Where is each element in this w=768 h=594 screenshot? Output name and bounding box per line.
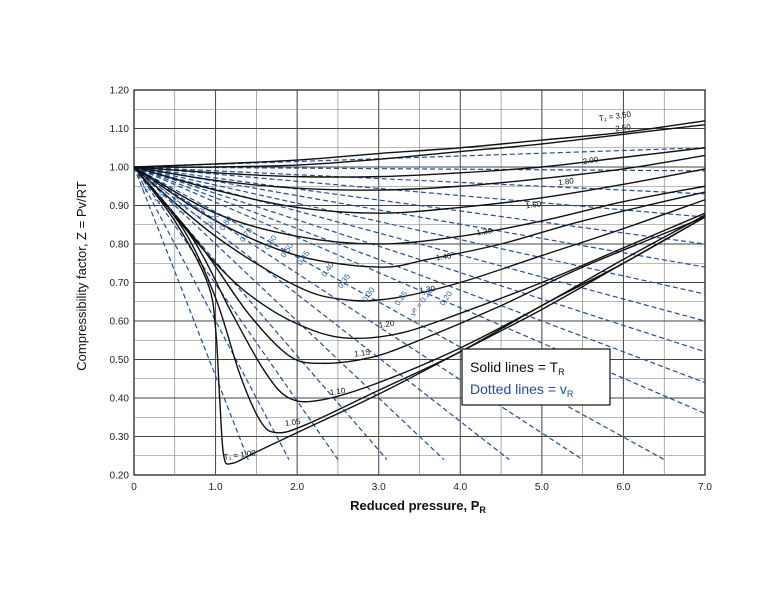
y-axis-title: Compressibility factor, Z = Pv/RT	[74, 181, 89, 370]
y-tick-label: 1.20	[110, 86, 130, 97]
tr-label: 1.10	[329, 386, 346, 397]
tr-label: 1.60	[525, 199, 542, 210]
y-tick-label: 0.90	[110, 201, 130, 212]
tr-curve	[133, 147, 706, 178]
x-axis-title: Reduced pressure, PR	[350, 498, 486, 515]
tick-labels: 0 1.0 2.0 3.0 4.0 5.0 6.0 7.0 0.20 0.30 0.40 0.50 0.…	[110, 86, 713, 494]
y-tick-label: 1.10	[110, 124, 130, 135]
y-tick-label: 1.00	[110, 163, 130, 174]
y-tick-label: 0.80	[110, 240, 130, 251]
solid-tr-series	[133, 120, 706, 465]
x-tick-label: 6.0	[616, 482, 630, 493]
tr-curve	[133, 166, 706, 365]
legend-solid-sub: R	[558, 367, 565, 377]
tr-label: 1.15	[354, 348, 371, 359]
x-axis-title-sub: R	[479, 505, 486, 515]
tr-curve	[133, 166, 706, 403]
vr-line	[133, 166, 445, 461]
tr-curve	[133, 166, 706, 245]
tr-curve	[133, 166, 706, 340]
y-tick-label: 0.20	[110, 471, 130, 482]
vr-line	[133, 166, 706, 322]
legend-solid-text: Solid lines = T	[470, 359, 559, 375]
vr-line	[133, 166, 706, 245]
vr-line	[133, 166, 249, 460]
vr-line	[133, 147, 706, 168]
legend-solid: Solid lines = TR	[470, 359, 565, 377]
y-tick-label: 0.50	[110, 355, 130, 366]
tr-label: 1.30	[476, 226, 493, 237]
y-tick-label: 0.40	[110, 394, 130, 405]
vr-line	[133, 166, 706, 295]
tr-label: 1.20	[378, 319, 395, 330]
legend-dotted-text: Dotted lines = v	[470, 381, 567, 397]
legend-dotted: Dotted lines = vR	[470, 381, 574, 399]
vr-line	[133, 166, 706, 195]
y-tick-label: 0.30	[110, 432, 130, 443]
tr-label: 1.05	[284, 417, 301, 428]
x-tick-label: 1.0	[209, 482, 223, 493]
tr-curve	[133, 166, 706, 268]
vr-line	[133, 166, 290, 460]
tr-curve	[133, 154, 706, 191]
tr-label: 1.30	[419, 284, 436, 295]
dotted-vr-series	[133, 147, 706, 461]
vr-line	[133, 166, 706, 353]
tr-label: 1.40	[435, 251, 452, 262]
x-tick-label: 5.0	[535, 482, 549, 493]
legend-box	[461, 348, 611, 406]
tr-label: T₁ = 1.00	[223, 448, 257, 461]
tr-label: 1.80	[558, 176, 575, 187]
x-tick-label: 3.0	[372, 482, 386, 493]
vr-line	[133, 166, 339, 460]
y-tick-label: 0.60	[110, 317, 130, 328]
vr-line	[133, 166, 510, 461]
x-tick-label: 7.0	[698, 482, 712, 493]
x-tick-label: 2.0	[290, 482, 304, 493]
legend: Solid lines = TR Dotted lines = vR	[461, 348, 611, 406]
vr-line	[133, 166, 583, 461]
tr-curve	[133, 166, 706, 434]
x-tick-label: 0	[131, 482, 137, 493]
tr-label: 2.00	[582, 155, 599, 166]
tr-curve	[133, 166, 706, 302]
tr-label: 2.50	[615, 122, 632, 133]
legend-dotted-sub: R	[567, 389, 574, 399]
x-tick-label: 4.0	[453, 482, 467, 493]
vr-line	[133, 166, 706, 384]
grid	[133, 89, 706, 476]
tr-curve	[133, 120, 706, 168]
tr-curve	[133, 166, 706, 214]
y-tick-label: 0.70	[110, 278, 130, 289]
x-axis-title-main: Reduced pressure, P	[350, 498, 480, 513]
tr-curve	[133, 123, 706, 168]
vr-line	[133, 166, 706, 268]
tr-curve	[133, 166, 706, 465]
